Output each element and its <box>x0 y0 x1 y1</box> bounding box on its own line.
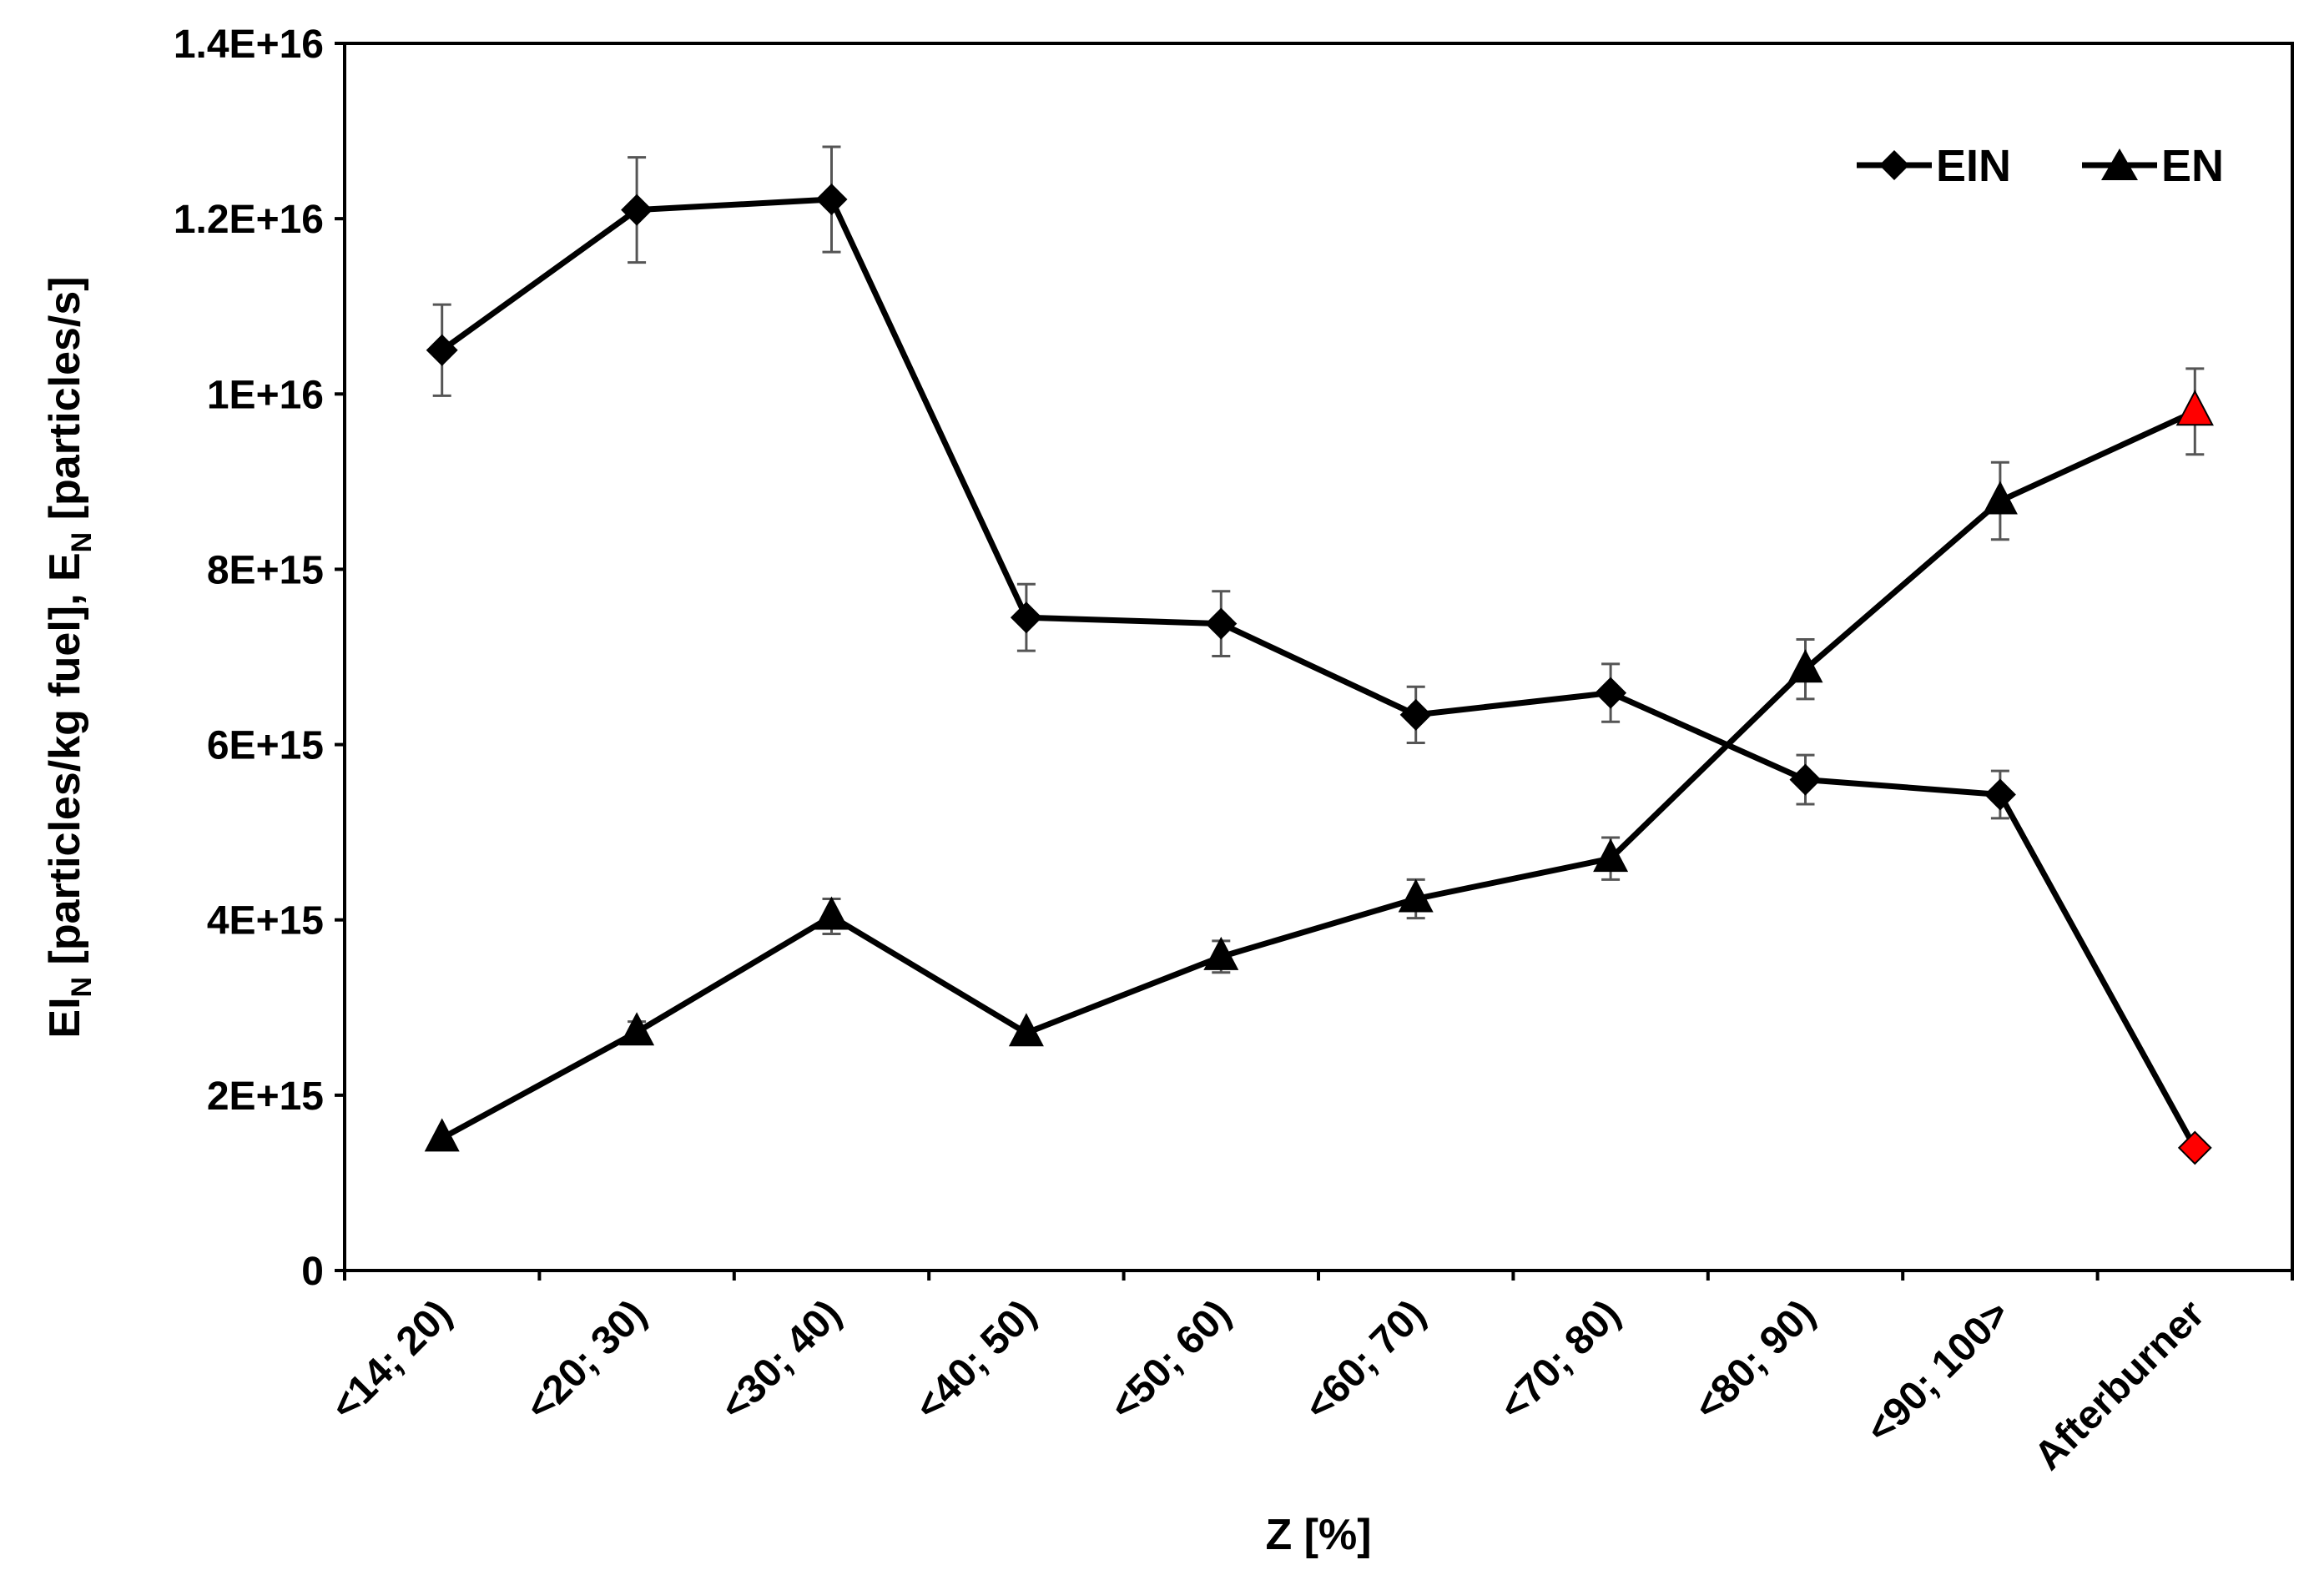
legend-item-ein: EIN <box>1857 141 2011 191</box>
y-tick-label: 4E+15 <box>207 899 324 943</box>
series-layer <box>424 145 2214 1165</box>
legend-label-en: EN <box>2161 141 2224 191</box>
y-axis-ticks: 0 2E+15 4E+15 6E+15 8E+15 1E+16 1.2E+16 1.4E+16 <box>174 23 345 1294</box>
y-tick-label: 1E+16 <box>207 373 324 417</box>
data-point-diamond <box>815 184 848 216</box>
data-point-triangle <box>1203 936 1239 970</box>
y-tick-label: 1.2E+16 <box>174 198 324 242</box>
x-tick-label: Afterburner <box>2026 1291 2213 1478</box>
x-tick-label: <50; 60) <box>1102 1291 1239 1429</box>
data-point-triangle <box>1787 649 1823 683</box>
data-point-triangle <box>1398 878 1434 913</box>
y-axis-title: EIN [particles/kg fuel], EN [particles/s… <box>41 276 98 1038</box>
data-point-triangle <box>1593 838 1629 873</box>
x-tick-label: <90; 100> <box>1858 1291 2018 1452</box>
legend-diamond-icon <box>1879 150 1909 180</box>
y-axis-title-part2: [particles/kg fuel], E <box>41 552 89 977</box>
data-point-triangle <box>2175 390 2214 426</box>
y-tick-label: 0 <box>301 1250 324 1294</box>
x-axis-ticks: <14; 20) <20; 30) <30; 40) <40; 50) <50; 60)… <box>323 1271 2294 1478</box>
y-axis-title-subscript1: N <box>66 977 98 998</box>
data-point-triangle <box>1982 481 2018 515</box>
x-tick-label: <60; 70) <box>1297 1291 1434 1429</box>
x-tick-label: <14; 20) <box>323 1291 461 1429</box>
x-tick-label: <40; 50) <box>907 1291 1045 1429</box>
data-point-diamond <box>1399 698 1432 731</box>
y-tick-label: 1.4E+16 <box>174 23 324 67</box>
plot-area <box>343 42 2294 1272</box>
data-point-diamond <box>1984 778 2016 811</box>
y-axis-title-part3: [particles/s] <box>41 276 89 531</box>
y-axis-title-part1: EI <box>41 997 89 1038</box>
data-point-triangle <box>619 1012 655 1046</box>
series-line <box>440 196 2198 1150</box>
series-line <box>441 409 2196 1141</box>
x-tick-label: <20; 30) <box>517 1291 655 1429</box>
x-tick-label: <30; 40) <box>712 1291 849 1429</box>
data-point-triangle <box>1008 1013 1044 1047</box>
data-point-diamond <box>1205 607 1238 640</box>
y-axis-title-subscript2: N <box>66 532 98 553</box>
series-ein <box>426 145 2212 1165</box>
x-tick-label: <80; 90) <box>1686 1291 1823 1429</box>
y-tick-label: 6E+15 <box>207 724 324 768</box>
legend: EIN EN <box>1857 141 2224 191</box>
data-point-triangle <box>814 896 849 930</box>
x-axis-title: Z [%] <box>1265 1511 1371 1559</box>
series-en <box>424 367 2214 1152</box>
data-point-diamond <box>2177 1130 2212 1165</box>
legend-triangle-icon <box>2101 148 2138 180</box>
legend-item-en: EN <box>2082 141 2224 191</box>
legend-label-ein: EIN <box>1936 141 2011 191</box>
x-tick-label: <70; 80) <box>1491 1291 1629 1429</box>
data-point-diamond <box>1789 763 1822 796</box>
y-tick-label: 2E+15 <box>207 1074 324 1119</box>
data-point-diamond <box>426 334 458 366</box>
y-tick-label: 8E+15 <box>207 548 324 592</box>
data-point-diamond <box>1595 677 1627 709</box>
data-point-triangle <box>424 1118 460 1152</box>
data-point-diamond <box>621 194 653 226</box>
data-point-diamond <box>1010 601 1042 634</box>
